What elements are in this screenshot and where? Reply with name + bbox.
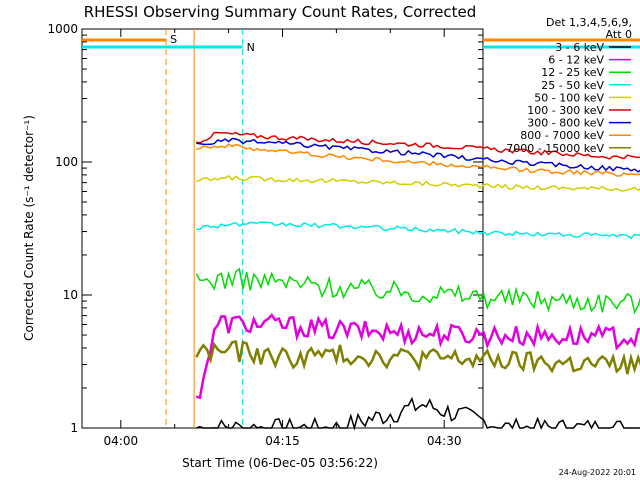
plot-area bbox=[81, 28, 484, 429]
series-line-12-25keV bbox=[195, 267, 640, 315]
x-axis-label: Start Time (06-Dec-05 03:56:22) bbox=[182, 456, 378, 470]
saa-annotation: S bbox=[170, 33, 177, 46]
legend-label: 25 - 50 keV bbox=[541, 79, 604, 92]
y-tick-label: 100 bbox=[55, 155, 78, 169]
series-line-50-100keV bbox=[196, 174, 640, 192]
series-line-300-800keV bbox=[196, 137, 640, 173]
y-tick-label: 1000 bbox=[47, 22, 78, 36]
x-tick-label: 04:30 bbox=[427, 434, 462, 448]
x-axis: 04:00 04:15 04:30 bbox=[104, 29, 462, 448]
series-line-3-6keV bbox=[196, 396, 640, 431]
chart-title: RHESSI Observing Summary Count Rates, Co… bbox=[84, 3, 477, 21]
night-annotation: N bbox=[247, 41, 255, 54]
legend-label: 3 - 6 keV bbox=[555, 41, 604, 54]
footer-timestamp: 24-Aug-2022 20:01 bbox=[559, 468, 636, 477]
y-axis-label: Corrected Count Rate (s⁻¹ detector⁻¹) bbox=[22, 115, 36, 341]
series-line-25-50keV bbox=[196, 221, 640, 240]
y-axis: 1 10 100 1000 bbox=[47, 22, 483, 435]
x-tick-label: 04:00 bbox=[104, 434, 139, 448]
legend-header-att: Att 0 bbox=[606, 28, 632, 41]
series-line-100-300keV bbox=[196, 131, 640, 160]
plot-frame bbox=[81, 28, 484, 429]
series-line-7000-15000keV bbox=[195, 340, 640, 375]
legend-header: Det 1,3,4,5,6,9, bbox=[546, 16, 632, 29]
legend-label: 300 - 800 keV bbox=[527, 117, 604, 130]
legend-label: 6 - 12 keV bbox=[548, 54, 604, 67]
legend-label: 12 - 25 keV bbox=[541, 66, 604, 79]
x-tick-label: 04:15 bbox=[265, 434, 300, 448]
series-layer bbox=[195, 131, 640, 431]
legend-label: 800 - 7000 keV bbox=[520, 129, 604, 142]
legend-label: 7000 - 15000 keV bbox=[506, 142, 604, 155]
series-line-6-12keV bbox=[195, 313, 640, 400]
legend-label: 100 - 300 keV bbox=[527, 104, 604, 117]
y-tick-label: 1 bbox=[70, 421, 78, 435]
legend-label: 50 - 100 keV bbox=[534, 91, 604, 104]
y-tick-label: 10 bbox=[63, 288, 78, 302]
series-line-800-7000keV bbox=[196, 143, 640, 177]
attenuator-markers: SN bbox=[82, 29, 640, 428]
